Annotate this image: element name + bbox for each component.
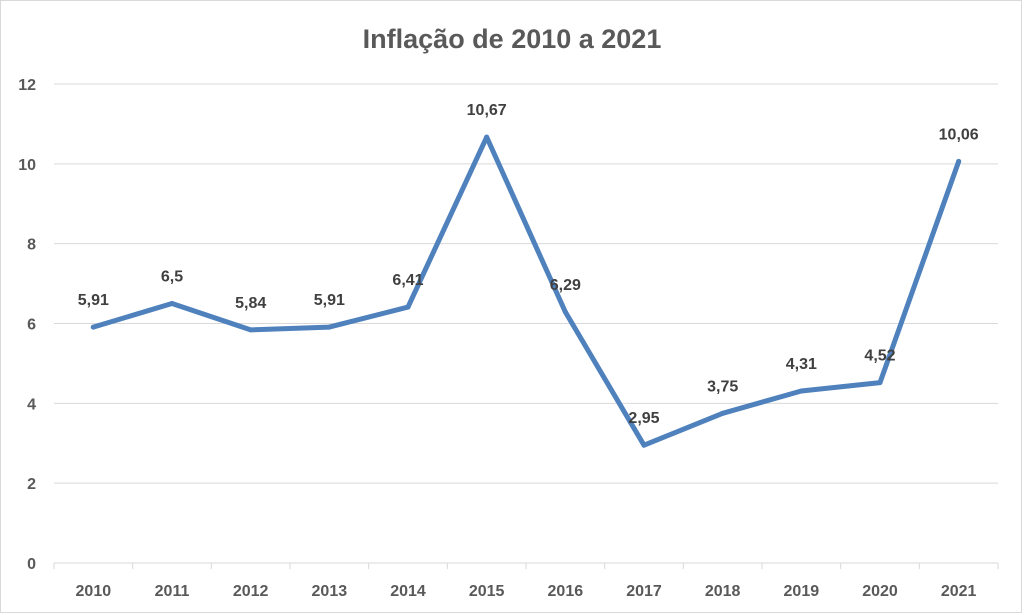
x-tick-label: 2015 (469, 583, 505, 600)
x-tick-label: 2011 (155, 583, 190, 600)
data-label: 10,06 (939, 126, 979, 143)
x-tick-label: 2012 (233, 583, 269, 600)
data-point (562, 309, 568, 315)
data-point (877, 380, 883, 386)
data-point (326, 324, 332, 330)
y-tick-label: 4 (27, 396, 36, 413)
data-point (90, 324, 96, 330)
x-tick-label: 2014 (390, 583, 426, 600)
x-tick-label: 2018 (705, 583, 741, 600)
data-label: 6,41 (392, 272, 423, 289)
x-tick-label: 2016 (548, 583, 584, 600)
y-tick-label: 6 (27, 317, 36, 334)
y-tick-label: 8 (27, 237, 36, 254)
y-tick-label: 2 (27, 476, 36, 493)
gridlines (54, 83, 998, 484)
data-point (169, 301, 175, 307)
chart-title: Inflação de 2010 a 2021 (363, 24, 662, 54)
x-tick-label: 2019 (784, 583, 820, 600)
data-label: 6,5 (161, 269, 183, 286)
data-label: 5,91 (78, 292, 109, 309)
data-point (720, 410, 726, 416)
x-tick-label: 2020 (862, 583, 898, 600)
y-tick-label: 10 (18, 157, 36, 174)
x-tick-label: 2017 (626, 583, 662, 600)
data-label: 5,84 (235, 295, 266, 312)
data-label: 2,95 (628, 410, 659, 427)
x-axis: 2010 2011 2012 2013 2014 2015 2016 2017 2018 2019… (53, 562, 999, 600)
data-point (248, 327, 254, 333)
y-tick-label: 0 (27, 556, 36, 573)
data-label: 5,91 (314, 292, 345, 309)
x-tick-label: 2021 (941, 583, 977, 600)
data-label: 10,67 (467, 102, 507, 119)
data-point (405, 304, 411, 310)
x-tick-label: 2010 (76, 583, 112, 600)
data-point (484, 134, 490, 140)
x-tick-label: 2013 (312, 583, 348, 600)
y-axis-ticks: 0 2 4 6 8 10 12 (18, 77, 36, 573)
data-label: 4,52 (864, 348, 895, 365)
data-point (798, 388, 804, 394)
data-label: 6,29 (550, 277, 581, 294)
data-label: 4,31 (786, 356, 817, 373)
data-point (641, 442, 647, 448)
data-point (956, 158, 962, 164)
data-series (90, 134, 962, 448)
y-tick-label: 12 (18, 77, 36, 94)
data-labels: 5,91 6,5 5,84 5,91 6,41 10,67 6,29 2,95 3,75 4,31… (78, 102, 979, 427)
data-label: 3,75 (707, 378, 738, 395)
series-line (90, 134, 962, 448)
